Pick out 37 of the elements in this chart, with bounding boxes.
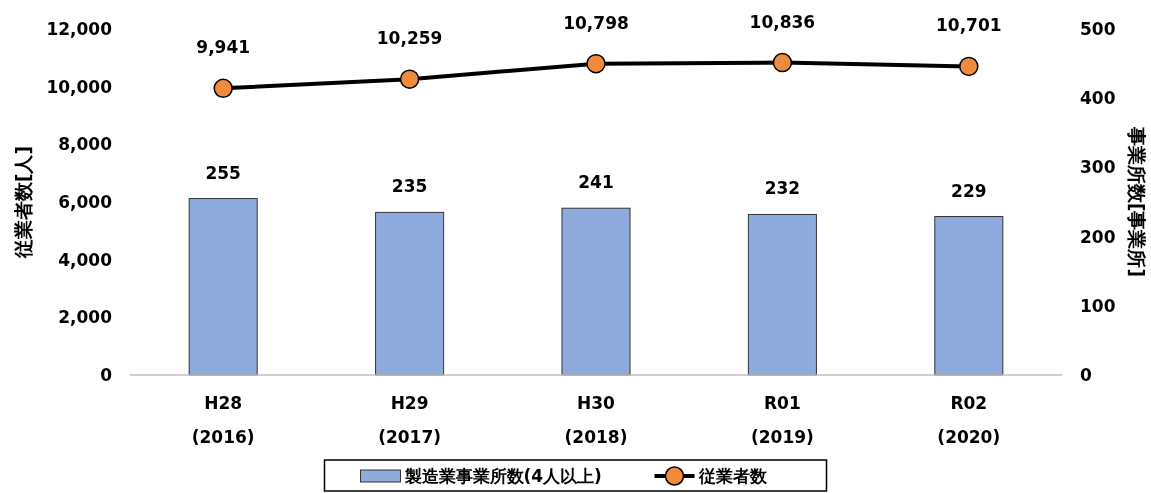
y-tick-label: 10,000 <box>46 76 113 97</box>
y2-tick-label: 300 <box>1080 157 1116 178</box>
x-tick-label: H30 (2018) <box>564 393 628 447</box>
data-label: 229 <box>951 180 987 201</box>
data-label: 10,259 <box>376 28 443 49</box>
point <box>772 52 793 73</box>
y-tick-label: 6,000 <box>58 191 113 212</box>
data-label: 10,836 <box>749 11 816 32</box>
y2-tick-label: 500 <box>1080 18 1116 39</box>
y2-tick-label: 200 <box>1080 226 1116 247</box>
y-tick-label: 0 <box>100 364 113 385</box>
y2-axis-title: 事業所数[事業所] <box>1126 125 1148 278</box>
y2-tick-label: 0 <box>1080 364 1092 385</box>
y-tick-label: 8,000 <box>58 134 113 155</box>
x-tick-label: R01 (2019) <box>750 393 814 447</box>
x-tick-label: H29 (2017) <box>378 393 442 447</box>
data-label: 241 <box>578 172 614 193</box>
y-tick-label: 2,000 <box>58 307 113 328</box>
y-tick-label: 4,000 <box>58 249 113 270</box>
point <box>586 53 606 74</box>
data-label: 235 <box>391 176 428 197</box>
data-label: 10,798 <box>563 12 629 33</box>
point <box>959 56 979 77</box>
x-tick-label: R02 (2020) <box>937 393 1001 447</box>
y2-tick-label: 400 <box>1080 88 1116 109</box>
data-label: 232 <box>764 178 801 199</box>
y2-tick-label: 100 <box>1080 295 1116 316</box>
data-label: 255 <box>205 162 241 183</box>
point <box>399 69 420 89</box>
legend-label: 従業者数 <box>697 465 768 486</box>
legend-label: 製造業事業所数(4人以上) <box>403 465 602 486</box>
point <box>213 78 233 99</box>
y-axis-title: 従業者数[人] <box>12 145 34 260</box>
data-label: 10,701 <box>936 15 1002 36</box>
y-tick-label: 12,000 <box>46 18 113 39</box>
x-tick-label: H28 (2016) <box>191 393 255 447</box>
data-label: 9,941 <box>196 37 251 58</box>
